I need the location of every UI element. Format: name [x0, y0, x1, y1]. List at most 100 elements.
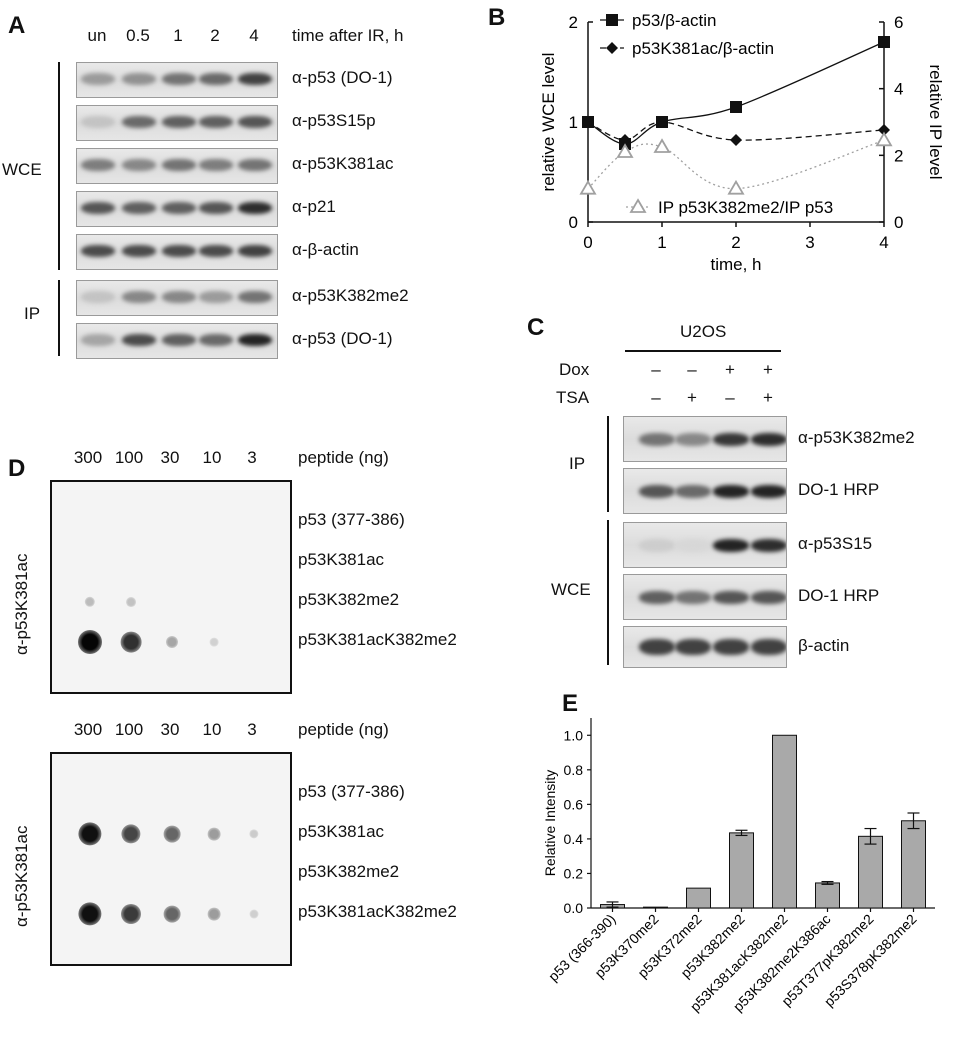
band: [238, 202, 272, 214]
blot-label: α-p21: [292, 197, 336, 216]
dot: [84, 596, 96, 608]
amount-label: 3: [247, 448, 257, 467]
bar: [686, 887, 711, 909]
bar: [815, 882, 840, 909]
amount-label: 30: [160, 448, 180, 467]
band: [238, 291, 272, 303]
band: [238, 116, 272, 128]
y-tick-label-right: 0: [894, 213, 903, 232]
bar: [729, 832, 754, 909]
marker-triangle: [875, 131, 893, 147]
band: [122, 73, 156, 85]
blot-label: α-p53S15p: [292, 111, 376, 130]
blot-label: α-p53 (DO-1): [292, 329, 393, 348]
panel-a-time-label: time after IR, h: [292, 26, 404, 45]
blot-strip: [76, 191, 278, 227]
peptide-label: p53K382me2: [298, 862, 400, 881]
band: [81, 334, 115, 346]
band: [639, 538, 675, 552]
y-axis-label-left: relative WCE level: [539, 53, 558, 192]
band: [199, 245, 233, 257]
blot-strip: [76, 148, 278, 184]
x-tick-label: 0: [583, 233, 592, 252]
marker-diamond: [606, 42, 618, 54]
blot-label: α-p53K382me2: [292, 286, 409, 305]
panel-c-ip-bracket: [607, 416, 609, 512]
band: [122, 334, 156, 346]
band: [639, 484, 675, 498]
dot: [78, 902, 102, 926]
panel-b-line-chart: 0 1 2 0 2 4 6 0 1 2 3 4 time, h relative WCE level rel…: [539, 11, 945, 274]
dot: [121, 824, 141, 844]
y-tick-label: 0.0: [564, 900, 584, 916]
band: [81, 73, 115, 85]
band: [713, 639, 749, 655]
series-2: [579, 131, 893, 195]
marker-diamond: [878, 124, 890, 136]
band: [162, 159, 196, 171]
dox-sign: +: [725, 360, 735, 379]
lane-label: 4: [249, 26, 259, 45]
y-tick-label: 1.0: [564, 727, 584, 743]
panel-a-ip-bracket: [58, 280, 60, 356]
panel-b-letter: B: [488, 4, 506, 31]
dot: [209, 637, 219, 647]
lane-label: 0.5: [126, 26, 150, 45]
y-tick-label: 0.6: [564, 796, 584, 812]
dot: [121, 904, 141, 924]
peptide-label: p53K381acK382me2: [298, 902, 457, 921]
marker-triangle: [579, 179, 597, 195]
marker-triangle: [653, 138, 671, 153]
band: [238, 159, 272, 171]
dot: [126, 597, 136, 607]
band: [675, 590, 711, 604]
band: [199, 116, 233, 128]
band: [162, 73, 196, 85]
band: [162, 334, 196, 346]
panel-c-letter: C: [527, 314, 545, 341]
band: [81, 245, 115, 257]
band: [713, 484, 749, 498]
band: [238, 73, 272, 85]
band: [639, 432, 675, 446]
band: [199, 159, 233, 171]
band: [199, 73, 233, 85]
y-tick-label-right: 4: [894, 80, 903, 99]
lane-label: 2: [210, 26, 220, 45]
legend-label: p53/β-actin: [632, 11, 716, 30]
x-axis-label: time, h: [710, 255, 761, 274]
panel-c-cell-line: U2OS: [680, 322, 727, 341]
peptide-label: p53K381acK382me2: [298, 630, 457, 649]
bar: [901, 820, 926, 909]
tsa-sign: +: [763, 388, 773, 407]
peptide-label: p53K381ac: [298, 550, 385, 569]
amount-label: 300: [73, 448, 103, 467]
marker-diamond: [582, 116, 594, 128]
band: [199, 291, 233, 303]
blot-label: α-p53 (DO-1): [292, 68, 393, 87]
band: [751, 538, 786, 552]
dot: [249, 829, 259, 839]
blot-strip: [76, 234, 278, 270]
panel-a-letter: A: [8, 12, 26, 39]
blot-strip: [76, 105, 278, 141]
panel-c-wce-bracket: [607, 520, 609, 665]
dot: [78, 630, 102, 654]
y-tick-label-left: 1: [569, 113, 578, 132]
band: [122, 116, 156, 128]
y-tick-label: 0.2: [564, 865, 584, 881]
band: [81, 116, 115, 128]
x-tick-label: 2: [731, 233, 740, 252]
x-tick-label: 4: [879, 233, 888, 252]
marker-square: [878, 36, 890, 48]
dot: [249, 909, 259, 919]
panel-a-wce-label: WCE: [2, 160, 42, 179]
bar: [772, 734, 797, 909]
blot-label: DO-1 HRP: [798, 586, 880, 605]
band: [162, 116, 196, 128]
blot-label: β-actin: [798, 636, 850, 655]
x-tick-label: 1: [657, 233, 666, 252]
peptide-label: p53K382me2: [298, 590, 400, 609]
band: [675, 639, 711, 655]
